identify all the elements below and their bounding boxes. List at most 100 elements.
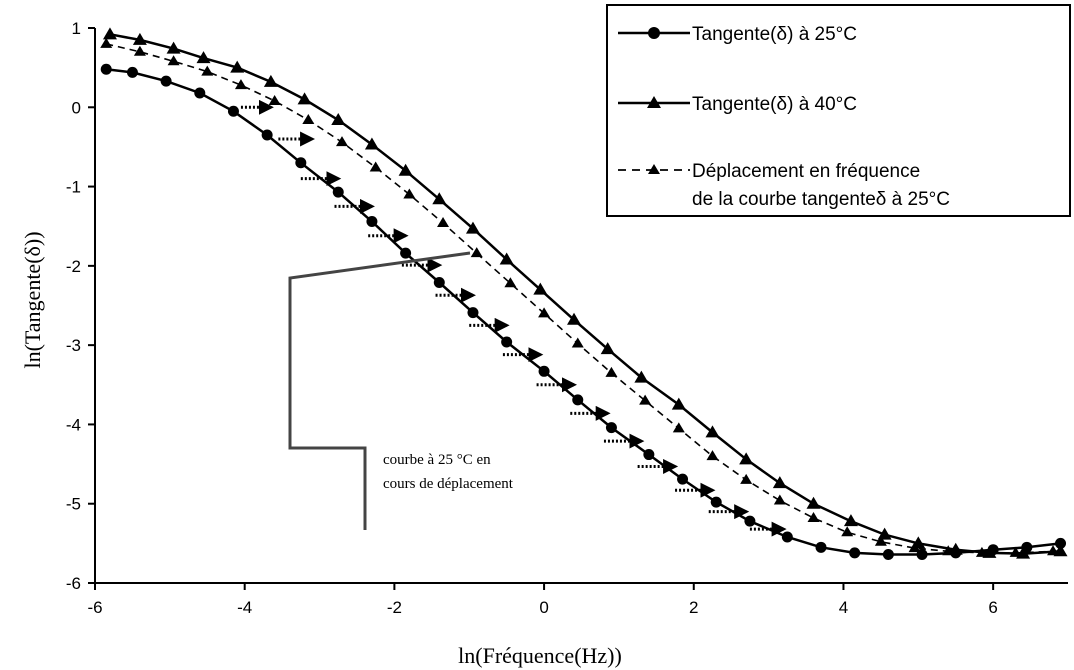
data-point-triangle-small (100, 37, 113, 48)
data-point-triangle (432, 192, 447, 205)
y-ticks: -6 -5 -4 -3 -2 -1 0 1 (66, 19, 95, 593)
data-point-triangle-small (639, 394, 652, 405)
x-ticks: -6 -4 -2 0 2 4 6 (87, 583, 998, 617)
x-tick-label: -2 (387, 598, 402, 617)
data-point-circle (433, 277, 445, 289)
data-point-circle (261, 129, 273, 141)
data-point-triangle-small (133, 45, 146, 56)
data-point-circle (815, 541, 827, 553)
data-point-triangle (297, 92, 312, 105)
data-point-triangle-small (167, 55, 180, 66)
legend-label-40: Tangente(δ) à 40°C (692, 94, 857, 115)
data-point-triangle-small (942, 545, 955, 556)
data-point-triangle (465, 221, 480, 234)
legend-marker-shift (648, 164, 660, 174)
y-tick-label: 0 (72, 98, 81, 117)
data-point-triangle (364, 137, 379, 150)
data-point-triangle-small (268, 94, 281, 105)
data-point-circle (849, 547, 861, 559)
data-point-triangle (806, 496, 821, 509)
legend-box (606, 4, 1071, 217)
data-point-triangle-small (841, 526, 854, 537)
y-axis-title: ln(Tangente(δ)) (20, 231, 45, 368)
data-point-triangle (132, 32, 147, 45)
data-point-triangle (166, 41, 181, 54)
data-point-circle (295, 157, 307, 169)
data-point-triangle (567, 312, 582, 325)
data-point-triangle (499, 252, 514, 265)
data-point-circle (744, 515, 756, 527)
data-point-triangle-small (201, 65, 214, 76)
series-layer (100, 27, 1068, 560)
data-point-triangle (196, 51, 211, 64)
data-point-triangle (102, 27, 117, 40)
legend-label-shift-1: Déplacement en fréquence (692, 161, 920, 182)
data-point-triangle (843, 514, 858, 527)
annotation-bracket (288, 251, 471, 530)
data-point-triangle-small (571, 337, 584, 348)
annotation-line-2: cours de déplacement (383, 476, 514, 492)
legend-label-shift-2: de la courbe tangenteδ à 25°C (692, 189, 950, 210)
data-point-triangle (739, 452, 754, 465)
data-point-triangle (772, 476, 787, 489)
y-tick-label: -6 (66, 574, 81, 593)
x-tick-label: -6 (87, 598, 102, 617)
data-point-triangle-small (605, 366, 618, 377)
y-tick-label: -4 (66, 415, 81, 434)
data-point-triangle-small (1047, 545, 1060, 556)
data-point-triangle-small (335, 136, 348, 147)
data-point-circle (126, 66, 138, 78)
x-tick-label: 6 (988, 598, 997, 617)
data-point-circle (1055, 537, 1067, 549)
data-point-triangle-small (538, 307, 551, 318)
annotation: courbe à 25 °C en cours de déplacement (288, 251, 514, 530)
legend-label-25: Tangente(δ) à 25°C (692, 24, 857, 45)
data-point-circle (572, 394, 584, 406)
data-point-triangle-small (470, 247, 483, 258)
x-tick-label: 0 (539, 598, 548, 617)
data-point-circle (882, 548, 894, 560)
data-point-triangle-small (773, 494, 786, 505)
data-point-triangle-small (403, 188, 416, 199)
x-axis-title: ln(Fréquence(Hz)) (458, 643, 622, 668)
y-tick-label: -3 (66, 336, 81, 355)
data-point-triangle-small (807, 511, 820, 522)
data-point-triangle (671, 397, 686, 410)
data-point-circle (605, 422, 617, 434)
y-tick-label: -1 (66, 178, 81, 197)
data-point-circle (100, 63, 112, 75)
data-point-circle (332, 186, 344, 198)
x-tick-label: 4 (839, 598, 848, 617)
data-point-triangle-small (437, 217, 450, 228)
data-point-triangle-small (740, 473, 753, 484)
legend: Tangente(δ) à 25°C Tangente(δ) à 40°C Dé… (606, 4, 1071, 217)
data-point-triangle (600, 342, 615, 355)
data-point-circle (643, 449, 655, 461)
data-point-circle (400, 247, 412, 259)
data-point-circle (710, 496, 722, 508)
data-point-triangle-small (504, 277, 517, 288)
y-tick-label: 1 (72, 19, 81, 38)
y-tick-label: -2 (66, 257, 81, 276)
data-point-triangle-small (672, 422, 685, 433)
legend-marker-40 (647, 96, 661, 108)
data-point-circle (677, 473, 689, 485)
legend-marker-25 (648, 27, 660, 39)
x-tick-label: -4 (237, 598, 252, 617)
data-point-triangle (398, 163, 413, 176)
data-point-circle (160, 75, 172, 87)
data-point-circle (227, 105, 239, 117)
data-point-triangle-small (908, 542, 921, 553)
data-point-circle (194, 87, 206, 99)
annotation-line-1: courbe à 25 °C en (383, 452, 491, 468)
data-point-triangle-small (369, 161, 382, 172)
x-tick-label: 2 (689, 598, 698, 617)
data-point-circle (467, 307, 479, 319)
data-point-triangle (705, 425, 720, 438)
data-point-circle (501, 336, 513, 348)
data-point-triangle (230, 60, 245, 73)
data-point-triangle-small (874, 535, 887, 546)
data-point-triangle-small (234, 79, 247, 90)
data-point-triangle (263, 74, 278, 87)
